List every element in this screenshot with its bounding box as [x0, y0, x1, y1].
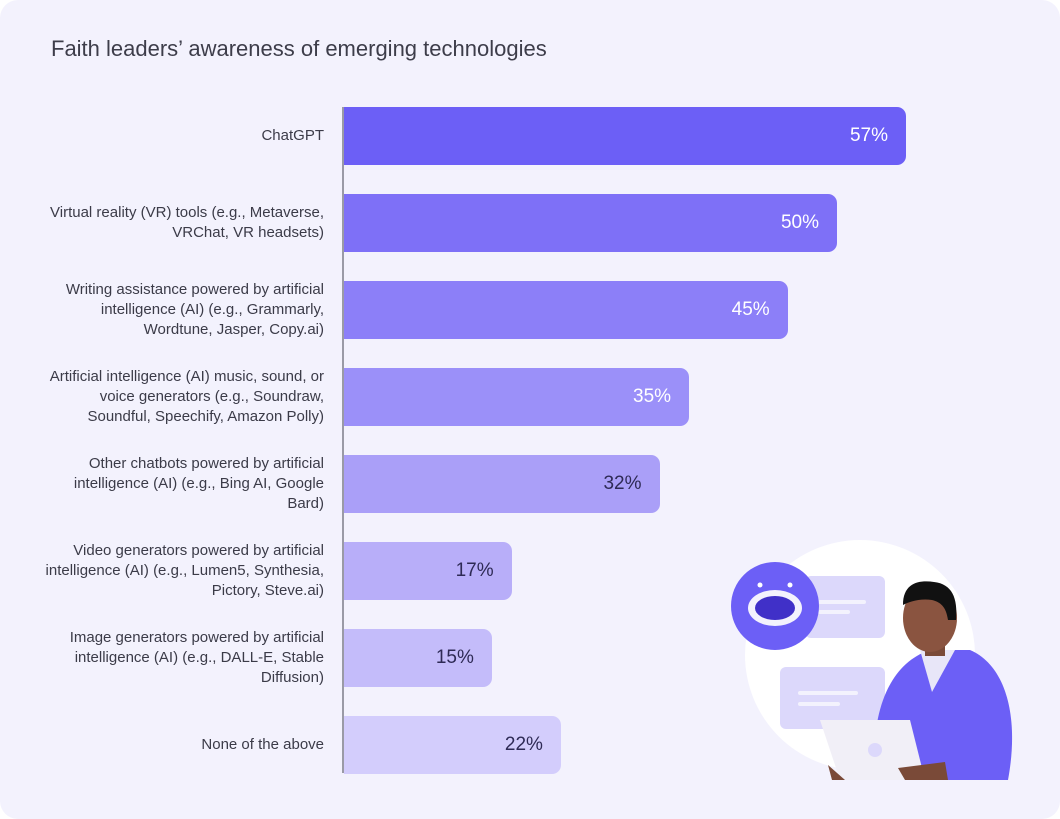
category-label: Writing assistance powered by artificial…: [34, 281, 324, 339]
category-label: None of the above: [34, 716, 324, 774]
category-label: Artificial intelligence (AI) music, soun…: [34, 368, 324, 426]
bar: [344, 716, 561, 774]
y-axis-line: [342, 107, 344, 773]
robot-chat-icon: [731, 562, 819, 650]
data-label: 35%: [633, 386, 672, 407]
category-label-text: Artificial intelligence (AI) music, soun…: [49, 368, 324, 425]
laptop-logo: [868, 743, 882, 757]
person-with-laptop-illustration: [731, 540, 1013, 780]
bar: [344, 107, 906, 165]
data-label: 45%: [731, 299, 770, 320]
category-label-text: Other chatbots powered by artificial int…: [73, 455, 324, 512]
bubble-line: [798, 691, 858, 695]
bar: [344, 542, 512, 600]
hand-right: [898, 762, 948, 780]
data-label: 57%: [849, 125, 888, 146]
category-label-text: Virtual reality (VR) tools (e.g., Metave…: [50, 204, 324, 241]
bubble-line: [818, 610, 850, 614]
category-label-text: ChatGPT: [261, 127, 324, 144]
category-label-text: Writing assistance powered by artificial…: [65, 281, 324, 338]
category-label: ChatGPT: [34, 107, 324, 165]
bar: [344, 281, 788, 339]
data-label: 50%: [780, 212, 819, 233]
data-label: 32%: [603, 473, 642, 494]
category-label: Image generators powered by artificial i…: [34, 629, 324, 687]
collar: [920, 650, 955, 692]
hair: [903, 581, 957, 620]
bubble-line: [798, 702, 840, 706]
bar: [344, 455, 660, 513]
bar: [344, 368, 690, 426]
chat-bubble-bottom: [780, 667, 885, 729]
data-label: 17%: [455, 560, 494, 581]
chat-bubble-top: [805, 576, 885, 638]
bar: [344, 629, 492, 687]
category-label: Virtual reality (VR) tools (e.g., Metave…: [34, 194, 324, 252]
category-label: Video generators powered by artificial i…: [34, 542, 324, 600]
chart-title: Faith leaders’ awareness of emerging tec…: [51, 36, 547, 61]
data-label: 15%: [435, 647, 474, 668]
bar: [344, 194, 837, 252]
category-label-text: Image generators powered by artificial i…: [69, 629, 324, 686]
bubble-line: [818, 600, 866, 604]
data-label: 22%: [504, 734, 543, 755]
category-label: Other chatbots powered by artificial int…: [34, 455, 324, 513]
category-label-text: Video generators powered by artificial i…: [45, 542, 324, 599]
category-label-text: None of the above: [201, 736, 324, 753]
hand-left: [828, 765, 845, 780]
